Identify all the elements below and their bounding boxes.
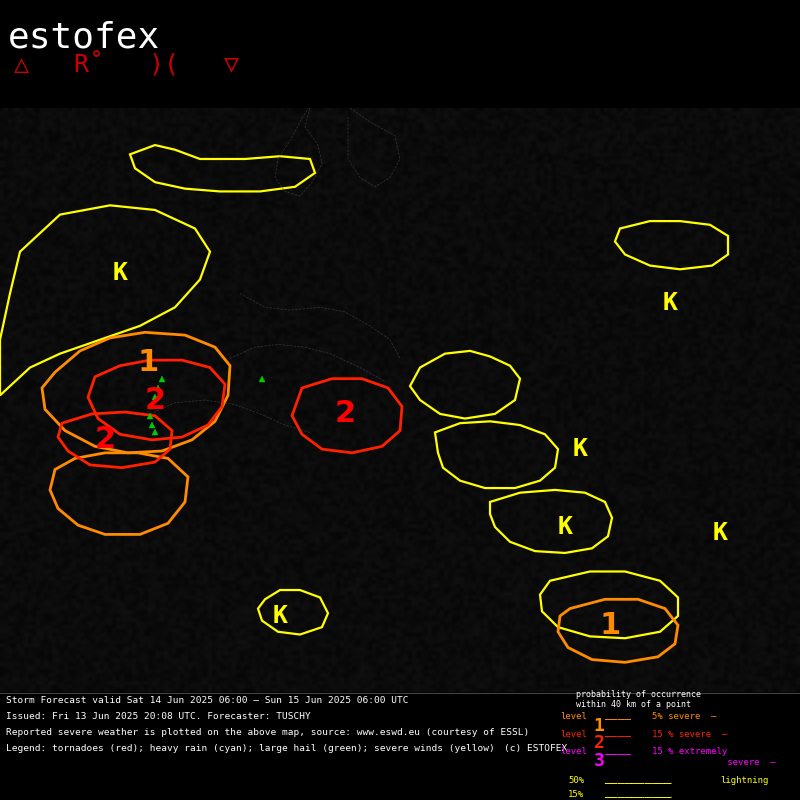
Text: 15 % severe  —: 15 % severe — <box>652 730 727 738</box>
Text: ──────────: ────────── <box>604 778 671 787</box>
Text: ────: ──── <box>604 731 631 741</box>
Text: Legend: tornadoes (red); heavy rain (cyan); large hail (green); severe winds (ye: Legend: tornadoes (red); heavy rain (cya… <box>6 744 495 753</box>
Text: Storm Forecast valid Sat 14 Jun 2025 06:00 – Sun 15 Jun 2025 06:00 UTC: Storm Forecast valid Sat 14 Jun 2025 06:… <box>6 696 409 705</box>
Text: △   R̊   )(   ▽: △ R̊ )( ▽ <box>14 52 239 78</box>
Text: 2: 2 <box>145 386 166 415</box>
Text: level: level <box>560 730 587 738</box>
Text: lightning: lightning <box>720 776 768 785</box>
Text: K: K <box>713 521 727 545</box>
Text: K: K <box>113 261 127 285</box>
Text: estofex: estofex <box>8 20 160 54</box>
Text: K: K <box>558 515 573 539</box>
Text: 1: 1 <box>594 717 605 734</box>
Text: level: level <box>560 712 587 721</box>
Text: 1: 1 <box>599 610 621 640</box>
Text: K: K <box>662 290 678 314</box>
Text: probability of occurrence
within 40 km of a point: probability of occurrence within 40 km o… <box>576 690 701 709</box>
Text: 50%: 50% <box>568 776 584 785</box>
Text: K: K <box>273 604 287 628</box>
Text: level: level <box>560 747 587 756</box>
Text: Issued: Fri 13 Jun 2025 20:08 UTC. Forecaster: TUSCHY: Issued: Fri 13 Jun 2025 20:08 UTC. Forec… <box>6 712 311 721</box>
Text: 1: 1 <box>138 349 158 378</box>
Text: K: K <box>573 437 587 461</box>
Text: Reported severe weather is plotted on the above map, source: www.eswd.eu (courte: Reported severe weather is plotted on th… <box>6 728 530 737</box>
Text: 15 % extremely
              severe  –: 15 % extremely severe – <box>652 747 776 766</box>
Text: 5% severe  —: 5% severe — <box>652 712 717 721</box>
Text: 2: 2 <box>594 734 605 752</box>
Text: 2: 2 <box>334 399 355 429</box>
Text: 2: 2 <box>94 426 115 454</box>
Text: 15%: 15% <box>568 790 584 799</box>
Text: ──────────: ────────── <box>604 792 671 800</box>
Text: 3: 3 <box>594 752 605 770</box>
Text: ────: ──── <box>604 749 631 758</box>
Text: ────: ──── <box>604 714 631 723</box>
Text: (c) ESTOFEX: (c) ESTOFEX <box>504 744 567 753</box>
